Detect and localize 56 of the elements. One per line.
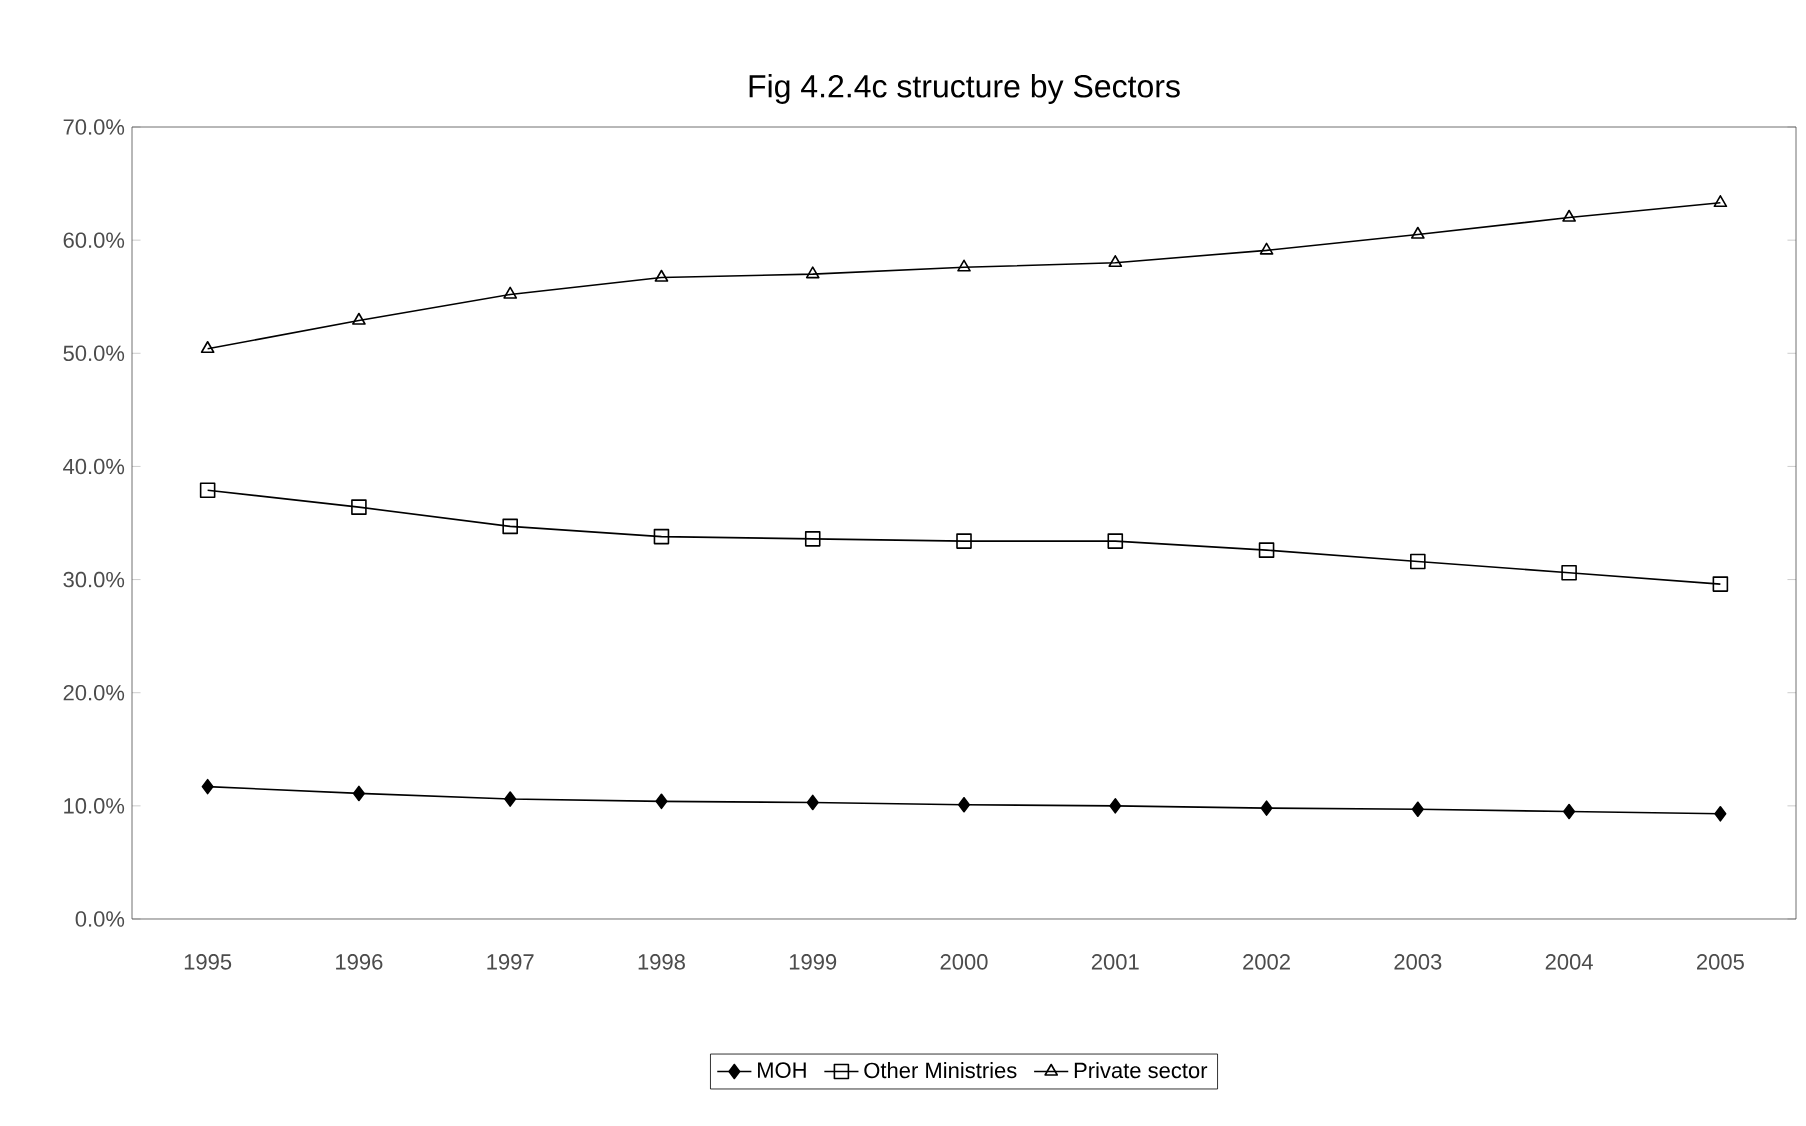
y-tick-label: 40.0% <box>63 458 125 475</box>
point <box>1107 533 1124 549</box>
point <box>1260 800 1273 816</box>
point <box>352 312 366 325</box>
y-tick-label: 20.0% <box>63 684 125 701</box>
point <box>1108 254 1123 268</box>
point <box>804 531 821 547</box>
x-tick-label: 1999 <box>789 954 837 970</box>
point <box>653 528 670 545</box>
point <box>654 269 669 282</box>
x-tick-label: 2000 <box>940 954 988 970</box>
point <box>957 259 971 272</box>
point <box>352 785 365 802</box>
point <box>655 793 668 810</box>
x-tick-label: 1997 <box>487 954 534 970</box>
point <box>805 266 820 279</box>
point <box>956 533 972 549</box>
point <box>1563 803 1576 820</box>
point <box>1562 209 1576 222</box>
point <box>200 340 215 354</box>
x-tick-label: 2002 <box>1243 954 1290 970</box>
point <box>1714 805 1727 822</box>
point <box>1411 801 1424 818</box>
point <box>806 794 819 811</box>
y-tick-label: 60.0% <box>63 232 125 248</box>
point <box>351 499 367 515</box>
point <box>199 482 216 498</box>
x-tick-label: 1995 <box>184 954 232 970</box>
x-tick-label: 2005 <box>1697 954 1744 970</box>
x-tick-label: 2001 <box>1091 954 1139 970</box>
point <box>1258 542 1275 558</box>
chart-title: Fig 4.2.4c structure by Sectors <box>749 74 1180 104</box>
x-tick-label: 1996 <box>336 954 383 970</box>
point <box>957 796 971 813</box>
y-tick-label: 30.0% <box>63 571 125 588</box>
point <box>1259 242 1274 255</box>
y-tick-label: 10.0% <box>64 798 125 814</box>
point <box>502 518 518 535</box>
point <box>201 778 214 795</box>
point <box>1109 798 1122 814</box>
point <box>1561 564 1577 581</box>
point <box>1410 553 1426 570</box>
x-tick-label: 1998 <box>638 954 685 970</box>
legend-label: MOH <box>758 1062 806 1078</box>
x-tick-label: 2003 <box>1394 954 1442 970</box>
y-tick-label: 0.0% <box>75 911 125 927</box>
point <box>1713 195 1728 208</box>
point <box>1410 226 1425 239</box>
y-tick-label: 70.0% <box>63 119 125 135</box>
legend-label: Private sector <box>1074 1062 1208 1079</box>
point <box>1712 576 1729 592</box>
y-tick-label: 50.0% <box>63 345 125 362</box>
legend-label: Other Ministries <box>864 1062 1017 1079</box>
point <box>504 791 517 807</box>
x-tick-label: 2004 <box>1545 954 1593 970</box>
point <box>503 286 518 299</box>
